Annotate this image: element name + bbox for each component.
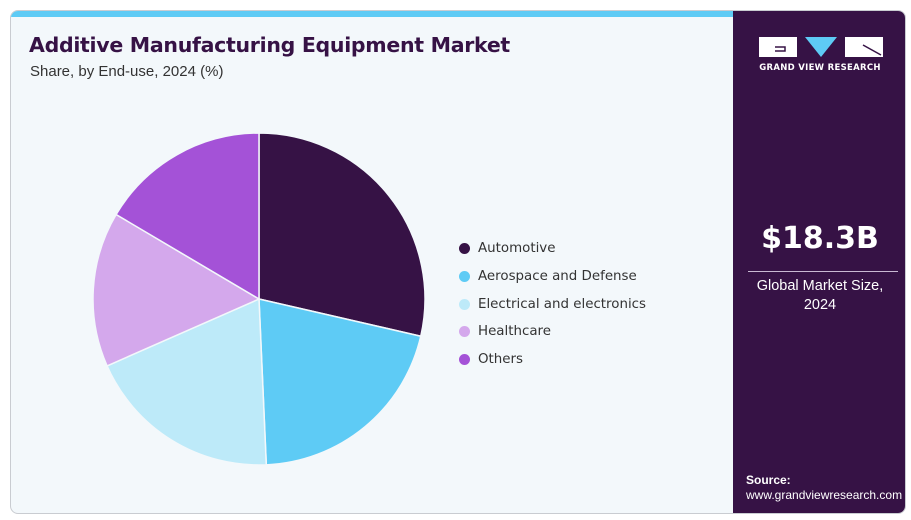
legend-marker-icon <box>459 354 470 366</box>
legend-item-others: Others <box>459 346 646 374</box>
legend-label: Others <box>478 352 523 368</box>
source-label: Source: <box>746 473 791 487</box>
market-size-label-line2: 2024 <box>803 297 837 313</box>
source-url[interactable]: www.grandviewresearch.com <box>746 488 903 502</box>
legend-item-automotive: Automotive <box>459 235 646 263</box>
market-size-label-line1: Global Market Size, <box>756 278 884 294</box>
legend-item-electrical: Electrical and electronics <box>459 290 646 318</box>
legend-label: Electrical and electronics <box>478 296 647 312</box>
legend-marker-icon <box>459 243 470 255</box>
pie-chart <box>92 132 426 466</box>
legend-label: Healthcare <box>478 324 551 340</box>
legend-item-healthcare: Healthcare <box>459 318 646 346</box>
legend-label: Aerospace and Defense <box>478 269 637 285</box>
legend-marker-icon <box>459 298 470 310</box>
legend-marker-icon <box>459 271 470 283</box>
legend: Automotive Aerospace and Defense Electri… <box>459 235 646 373</box>
chart-subtitle: Share, by End-use, 2024 (%) <box>30 63 224 80</box>
chart-title: Additive Manufacturing Equipment Market <box>29 33 510 57</box>
legend-item-aerospace: Aerospace and Defense <box>459 263 646 291</box>
gvr-logo-icon <box>759 37 883 57</box>
pie-slice-electrical-and-electronics <box>106 297 268 466</box>
accent-bar <box>11 11 733 17</box>
pie-slice-aerospace-and-defense <box>258 298 422 466</box>
side-panel: GRAND VIEW RESEARCH $18.3B Global Market… <box>733 11 905 513</box>
legend-marker-icon <box>459 326 470 338</box>
market-size-label: Global Market Size, 2024 <box>733 277 905 315</box>
pie-slice-automotive <box>258 132 426 338</box>
pie-slice-others <box>115 132 260 301</box>
legend-label: Automotive <box>478 241 556 257</box>
logo-text: GRAND VIEW RESEARCH <box>759 63 881 73</box>
market-size-value: $18.3B <box>761 221 879 256</box>
pie-slice-healthcare <box>92 213 261 367</box>
chart-card: Additive Manufacturing Equipment Market … <box>10 10 906 514</box>
divider <box>748 271 898 272</box>
